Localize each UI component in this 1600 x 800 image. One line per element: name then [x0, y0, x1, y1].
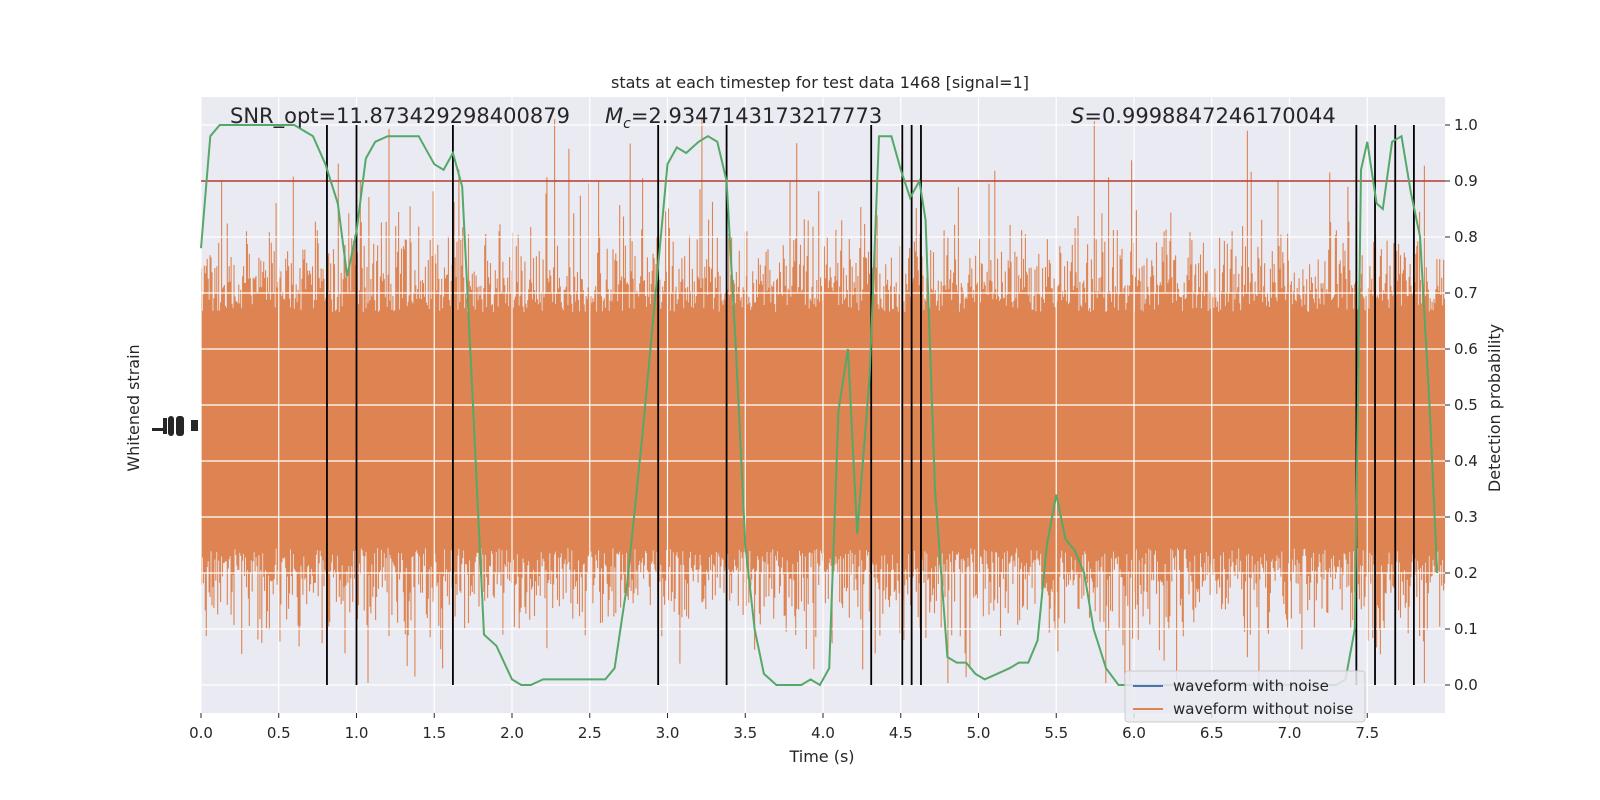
mc-value: =2.9347143173217773 — [631, 104, 882, 128]
legend-label-clean: waveform without noise — [1173, 700, 1353, 718]
x-tick-label: 7.5 — [1355, 724, 1379, 742]
y-tick-label: 0.3 — [1454, 508, 1478, 526]
left-tick-cluster — [191, 420, 198, 431]
y-tick-label: 0.8 — [1454, 228, 1478, 246]
s-value: =0.9998847246170044 — [1084, 104, 1335, 128]
x-tick-label: 2.5 — [578, 724, 602, 742]
x-axis-label: Time (s) — [788, 747, 854, 766]
left-tick-cluster — [168, 416, 174, 436]
y-axis-right-label: Detection probability — [1485, 324, 1504, 492]
left-tick-cluster — [176, 416, 184, 436]
x-axis: 0.0 0.5 1.0 1.5 2.0 2.5 3.0 3.5 4.0 4.5 5.0 5.5 6.0 6… — [189, 713, 1379, 742]
y-axis-right: 0.0 0.1 0.2 0.3 0.4 0.5 0.6 0.7 0.8 0.9 1.0 — [1445, 116, 1478, 694]
y-tick-label: 0.1 — [1454, 620, 1478, 638]
x-tick-label: 0.0 — [189, 724, 213, 742]
left-tick-cluster — [163, 418, 167, 434]
y-tick-label: 1.0 — [1454, 116, 1478, 134]
x-tick-label: 6.0 — [1122, 724, 1146, 742]
x-tick-label: 6.5 — [1200, 724, 1224, 742]
x-tick-label: 3.5 — [733, 724, 757, 742]
left-tick-cluster — [152, 428, 165, 431]
y-tick-label: 0.0 — [1454, 676, 1478, 694]
x-tick-label: 7.0 — [1278, 724, 1302, 742]
y-tick-label: 0.2 — [1454, 564, 1478, 582]
s-symbol: S — [1071, 104, 1084, 128]
x-tick-label: 4.5 — [889, 724, 913, 742]
snr-annotation: SNR_opt=11.873429298400879 — [230, 104, 570, 129]
legend-label-noise: waveform with noise — [1173, 677, 1329, 695]
mc-symbol: M — [605, 104, 623, 128]
y-tick-label: 0.7 — [1454, 284, 1478, 302]
y-tick-label: 0.6 — [1454, 340, 1478, 358]
vertical-markers — [326, 125, 1415, 685]
y-axis-left-label: Whitened strain — [124, 344, 143, 471]
legend: waveform with noise waveform without noi… — [1124, 670, 1366, 723]
legend-box — [1124, 670, 1366, 723]
x-tick-label: 5.0 — [967, 724, 991, 742]
x-tick-label: 0.5 — [267, 724, 291, 742]
chirp-mass-annotation: Mc=2.9347143173217773 — [605, 104, 882, 132]
y-tick-label: 0.9 — [1454, 172, 1478, 190]
mc-subscript: c — [623, 116, 631, 132]
x-tick-label: 3.0 — [656, 724, 680, 742]
x-tick-label: 1.0 — [345, 724, 369, 742]
y-tick-label: 0.4 — [1454, 452, 1478, 470]
x-tick-label: 5.5 — [1044, 724, 1068, 742]
x-tick-label: 2.0 — [500, 724, 524, 742]
score-annotation: S=0.9998847246170044 — [1071, 104, 1336, 128]
x-tick-label: 4.0 — [811, 724, 835, 742]
y-axis-left — [152, 416, 198, 436]
y-tick-label: 0.5 — [1454, 396, 1478, 414]
x-tick-label: 1.5 — [422, 724, 446, 742]
chart-title: stats at each timestep for test data 146… — [611, 73, 1029, 92]
